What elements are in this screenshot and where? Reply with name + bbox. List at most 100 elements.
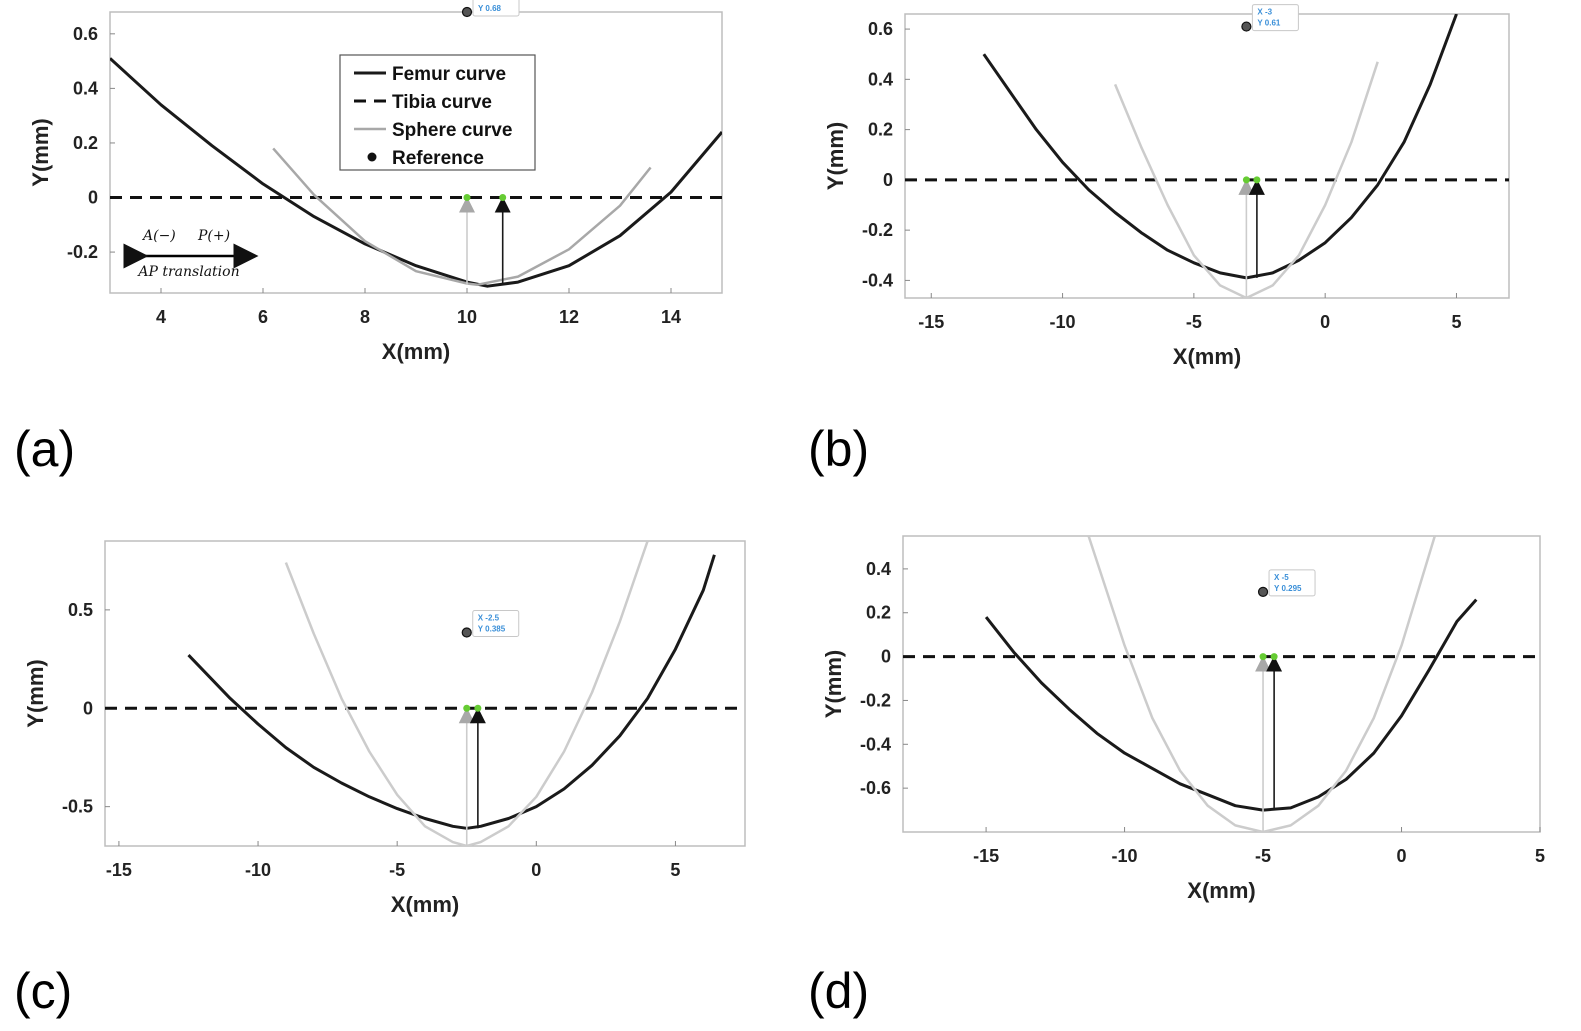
reference-point (461, 627, 472, 638)
x-axis-title: X(mm) (391, 892, 459, 917)
x-axis-title: X(mm) (1187, 878, 1255, 903)
reference-point (1241, 21, 1252, 32)
datatip-y-value: Y 0.61 (1257, 19, 1281, 28)
x-tick-label: -15 (918, 312, 944, 332)
plot-area (902, 535, 1541, 833)
contact-point (1253, 176, 1261, 184)
datatip-box (472, 610, 520, 637)
contact-point (499, 194, 507, 202)
y-axis-title: Y(mm) (823, 122, 848, 190)
x-tick-label: -10 (245, 860, 271, 880)
sphere-curve-line (1113, 61, 1379, 298)
panel-label-c: (c) (14, 963, 73, 1019)
y-tick-label: -0.2 (860, 690, 891, 710)
x-tick-label: 8 (360, 307, 370, 327)
legend-swatch-reference (367, 152, 377, 162)
y-tick-label: 0.4 (868, 69, 893, 89)
chart-panel-b: -15 -10 -5 0 5 -0.4 -0.2 0 0.2 0.4 0.6 X(mm) Y(mm) X … (823, 4, 1510, 369)
y-tick-label: 0.2 (868, 120, 893, 140)
y-tick-label: 0.2 (73, 133, 98, 153)
x-tick-label: 0 (531, 860, 541, 880)
y-tick-label: 0 (88, 188, 98, 208)
y-tick-label: -0.6 (860, 778, 891, 798)
y-tick-label: -0.2 (67, 242, 98, 262)
datatip-x-value: X 9.993 (478, 0, 506, 2)
reference-point (461, 6, 473, 18)
y-tick-label: 0.6 (73, 24, 98, 44)
legend-entry: Sphere curve (392, 120, 512, 141)
datatip-x-value: X -2.5 (478, 614, 500, 623)
chart-panel-d: -15 -10 -5 0 5 -0.6 -0.4 -0.2 0 0.2 0.4 X(mm) Y(mm) X… (821, 535, 1545, 903)
x-tick-label: 5 (1451, 312, 1461, 332)
legend-entry: Femur curve (392, 64, 506, 85)
legend-entry: Reference (392, 148, 484, 169)
x-axis-title: X(mm) (382, 339, 450, 364)
femur-curve-line (982, 14, 1458, 280)
femur-curve-line (984, 598, 1478, 812)
y-axis-title: Y(mm) (821, 650, 846, 718)
y-tick-label: -0.5 (62, 797, 93, 817)
x-axis-title: X(mm) (1173, 344, 1241, 369)
x-tick-label: 5 (1535, 846, 1545, 866)
sphere-curve-line (284, 541, 649, 846)
contact-point (1259, 653, 1267, 661)
x-tick-label: 5 (670, 860, 680, 880)
contact-point (463, 194, 471, 202)
plot-area (104, 540, 746, 847)
x-tick-label: 0 (1320, 312, 1330, 332)
plot-layer (905, 14, 1509, 298)
y-tick-label: 0 (881, 647, 891, 667)
panel-label-a: (a) (14, 421, 76, 477)
annotation-caption: AP translation (136, 264, 239, 280)
y-tick-label: 0.2 (866, 603, 891, 623)
annotation-anterior-label: A(−) (141, 228, 176, 244)
plot-area (904, 13, 1510, 299)
x-tick-label: 4 (156, 307, 166, 327)
y-tick-label: 0.5 (68, 600, 93, 620)
y-tick-label: -0.4 (860, 734, 891, 754)
chart-panel-a: 4 6 8 10 12 14 -0.2 0 0.2 0.4 0.6 X(mm) Y(mm) X 9.993… (28, 0, 723, 364)
contact-point (1270, 653, 1278, 661)
x-tick-label: 14 (661, 307, 681, 327)
reference-point (1257, 586, 1269, 598)
y-tick-label: 0.4 (866, 559, 891, 579)
x-tick-label: 6 (258, 307, 268, 327)
x-tick-label: 0 (1397, 846, 1407, 866)
y-tick-label: -0.4 (862, 270, 893, 290)
x-tick-label: -15 (973, 846, 999, 866)
contact-point (463, 704, 471, 712)
datatip-box (1268, 569, 1316, 597)
sphere-curve-line (1087, 536, 1436, 832)
x-tick-label: -10 (1112, 846, 1138, 866)
femur-curve-line (110, 57, 722, 288)
x-tick-label: 12 (559, 307, 579, 327)
datatip-box (472, 0, 520, 17)
y-tick-label: 0 (883, 170, 893, 190)
y-tick-label: -0.2 (862, 220, 893, 240)
plot-layer (110, 57, 722, 288)
annotation-posterior-label: P(+) (197, 228, 230, 244)
x-tick-label: -10 (1050, 312, 1076, 332)
x-tick-label: 10 (457, 307, 477, 327)
y-axis-title: Y(mm) (23, 659, 48, 727)
x-tick-label: -15 (106, 860, 132, 880)
datatip-x-value: X -5 (1274, 573, 1289, 582)
x-tick-label: -5 (1255, 846, 1271, 866)
datatip-x-value: X -3 (1257, 8, 1272, 17)
datatip-y-value: Y 0.385 (478, 625, 506, 634)
datatip-y-value: Y 0.68 (478, 4, 502, 13)
y-tick-label: 0 (83, 698, 93, 718)
y-tick-label: 0.6 (868, 19, 893, 39)
legend-entry: Tibia curve (392, 92, 492, 113)
contact-point (1242, 176, 1250, 184)
x-tick-label: -5 (389, 860, 405, 880)
x-tick-label: -5 (1186, 312, 1202, 332)
y-axis-title: Y(mm) (28, 118, 53, 186)
chart-panel-c: -15 -10 -5 0 5 -0.5 0 0.5 X(mm) Y(mm) X -2.5 Y 0.38… (23, 540, 746, 917)
panel-label-d: (d) (808, 963, 870, 1019)
datatip-box (1251, 4, 1299, 32)
sphere-curve-line (272, 147, 652, 287)
y-tick-label: 0.4 (73, 78, 98, 98)
contact-point (474, 704, 482, 712)
